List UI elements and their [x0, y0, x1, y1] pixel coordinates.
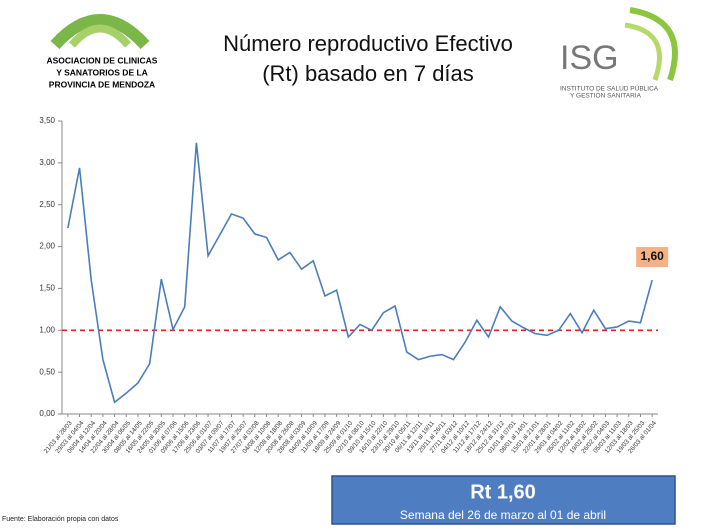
- logo-arc: [68, 24, 132, 48]
- line: [67, 142, 653, 404]
- y-tick-label: 3,50: [39, 116, 55, 125]
- logo-left: ASOCIACION DE CLINICAS Y SANATORIOS DE L…: [47, 14, 158, 89]
- summary-value: Rt 1,60: [470, 481, 536, 503]
- y-tick-label: 0,50: [39, 367, 55, 376]
- logo-right: ISG INSTITUTO DE SALUD PÚBLICA Y GESTIÓN…: [560, 7, 678, 100]
- logo-arc: [624, 22, 662, 81]
- y-tick-label: 2,50: [39, 200, 55, 209]
- summary-subtitle: Semana del 26 de marzo al 01 de abril: [400, 508, 606, 522]
- footer: Fuente: Elaboración propia con datos: [2, 516, 119, 523]
- logo-arc: [50, 14, 150, 50]
- summary-box: [331, 475, 676, 525]
- logo-text: PROVINCIA DE MENDOZA: [49, 79, 155, 89]
- logo-text: INSTITUTO DE SALUD PÚBLICA: [560, 84, 659, 93]
- value-label-box: [636, 247, 669, 268]
- value-label: 1,60: [640, 249, 664, 263]
- y-tick-label: 2,00: [39, 242, 55, 251]
- logo-text: ISG: [560, 39, 619, 77]
- logo-arc: [629, 7, 678, 81]
- chart-title: Número reproductivo Efectivo: [223, 31, 513, 56]
- y-tick-label: 1,50: [39, 284, 55, 293]
- logo-text: Y GESTIÓN SANITARIA: [570, 91, 642, 100]
- logo-text: ASOCIACION DE CLINICAS: [47, 55, 158, 65]
- y-tick-label: 1,00: [39, 325, 55, 334]
- y-tick-label: 3,00: [39, 158, 55, 167]
- y-tick-label: 0,00: [39, 409, 55, 418]
- chart-title: (Rt) basado en 7 días: [262, 61, 474, 86]
- logo-text: Y SANATORIOS DE LA: [56, 67, 148, 77]
